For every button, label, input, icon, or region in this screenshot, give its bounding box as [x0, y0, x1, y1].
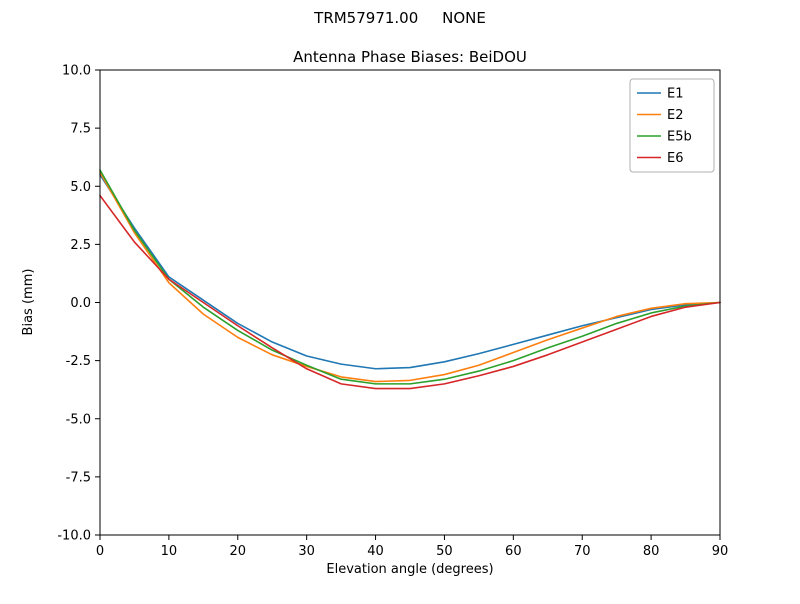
y-tick-label: 7.5 [70, 122, 91, 137]
series-line-E2 [99, 171, 721, 383]
series-line-E1 [99, 173, 721, 370]
y-tick-label: 10.0 [62, 64, 91, 79]
legend-label-E1: E1 [667, 87, 684, 102]
y-tick-label: 2.5 [70, 238, 91, 253]
x-tick-label: 30 [298, 544, 315, 559]
legend-label-E5b: E5b [667, 130, 692, 145]
x-tick-label: 60 [505, 544, 522, 559]
y-tick-label: 5.0 [70, 180, 91, 195]
x-tick-label: 40 [367, 544, 384, 559]
figure-title: TRM57971.00 NONE [313, 9, 486, 27]
legend-label-E6: E6 [667, 151, 684, 166]
y-tick-label: -7.5 [66, 470, 91, 485]
x-tick-label: 20 [230, 544, 247, 559]
y-tick-label: -5.0 [66, 412, 91, 427]
series-line-E5b [99, 169, 721, 385]
plot-area: 0 10 20 30 40 50 60 70 80 90 -10.0 -7.5 -5.0 -2.5 0.0 2… [57, 64, 728, 560]
y-axis-label: Bias (mm) [21, 269, 36, 336]
x-axis-label: Elevation angle (degrees) [326, 562, 493, 577]
y-tick-label: 0.0 [70, 296, 91, 311]
x-tick-label: 90 [712, 544, 729, 559]
y-tick-label: -2.5 [66, 354, 91, 369]
legend-label-E2: E2 [667, 108, 684, 123]
x-tick-label: 10 [161, 544, 178, 559]
x-tick-label: 80 [643, 544, 660, 559]
x-tick-label: 0 [96, 544, 104, 559]
x-tick-label: 70 [574, 544, 591, 559]
legend-box [629, 78, 715, 173]
series-line-E6 [99, 194, 721, 390]
y-tick-label: -10.0 [57, 529, 91, 544]
x-tick-label: 50 [436, 544, 453, 559]
axes-title: Antenna Phase Biases: BeiDOU [293, 48, 527, 66]
plot-border [99, 69, 721, 536]
